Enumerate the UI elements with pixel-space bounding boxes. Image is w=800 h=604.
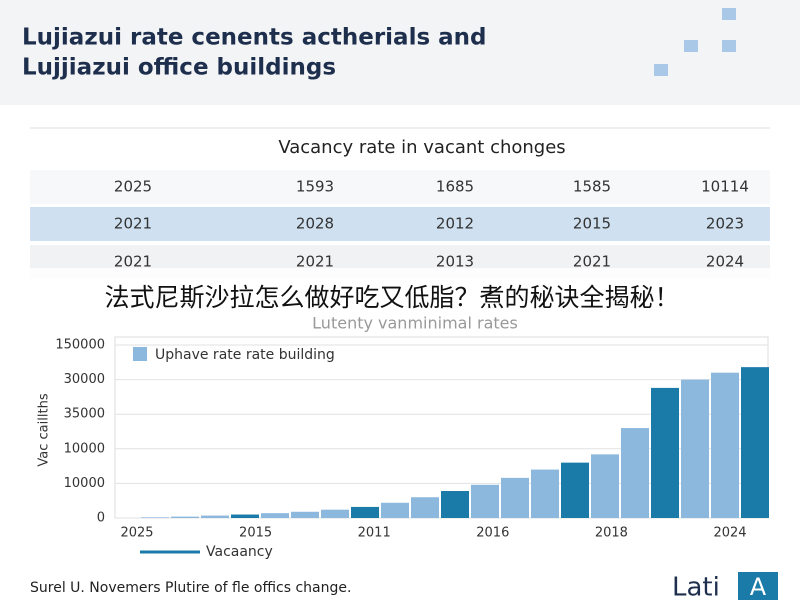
title-line: Lujjiazui office buildings xyxy=(22,55,336,81)
y-tick-label: 150000 xyxy=(55,338,105,353)
x-tick-label: 2025 xyxy=(120,526,153,541)
bar xyxy=(411,497,439,518)
table-cell: 2021 xyxy=(114,253,152,271)
chart-title: Lutenty vanminimal rates xyxy=(312,314,518,333)
table-row xyxy=(30,170,770,204)
logo-letter: A xyxy=(750,573,767,600)
table-cell: 10114 xyxy=(701,178,749,196)
deco xyxy=(684,40,698,52)
x-tick-label: 2024 xyxy=(713,526,746,541)
x-tick-label: 2015 xyxy=(239,526,272,541)
legend-swatch xyxy=(133,347,147,361)
bar xyxy=(591,454,619,518)
header-bg xyxy=(0,0,800,105)
table-cell: 2021 xyxy=(114,215,152,233)
table-cell: 2021 xyxy=(296,253,334,271)
bar xyxy=(531,469,559,518)
bar xyxy=(351,506,379,518)
legend-label: Vacaancy xyxy=(206,544,273,560)
bar xyxy=(471,484,499,518)
table-cell: 2013 xyxy=(436,253,474,271)
table-cell: 2015 xyxy=(573,215,611,233)
bar xyxy=(291,511,319,518)
table-cell: 1685 xyxy=(436,178,474,196)
chart: 0 10000 10000 35000 30000 150000 2025 2015 2011 2… xyxy=(55,336,769,560)
table-cell: 2023 xyxy=(706,215,744,233)
bar xyxy=(681,379,709,518)
bar xyxy=(201,515,229,518)
y-tick-label: 35000 xyxy=(64,407,105,422)
fade xyxy=(0,268,800,282)
deco xyxy=(654,64,668,76)
bar xyxy=(501,477,529,518)
bar xyxy=(381,502,409,518)
bar xyxy=(741,367,769,518)
y-tick-label: 10000 xyxy=(64,441,105,456)
logo-box xyxy=(738,572,778,600)
x-tick-label: 2018 xyxy=(595,526,628,541)
title-line: Lujiazui rate cenents actherials and xyxy=(22,25,487,51)
bar xyxy=(261,513,289,518)
y-label: Vac caillths xyxy=(37,393,52,466)
table-cell: 1585 xyxy=(573,178,611,196)
table-cell: 2024 xyxy=(706,253,744,271)
y-tick-label: 10000 xyxy=(64,476,105,491)
legend-label: Uphave rate rate building xyxy=(155,347,335,363)
source: Surel U. Novemers Plutire of fle offics … xyxy=(30,580,351,596)
bar xyxy=(141,517,169,518)
y-tick-label: 30000 xyxy=(64,372,105,387)
table-cell: 2012 xyxy=(436,215,474,233)
overlay-text: 法式尼斯沙拉怎么做好吃又低脂？煮的秘诀全揭秘！ xyxy=(104,283,679,312)
deco xyxy=(722,40,736,52)
x-tick-label: 2011 xyxy=(358,526,391,541)
bar xyxy=(231,514,259,518)
bar xyxy=(321,509,349,518)
bar xyxy=(171,516,199,518)
bar xyxy=(651,387,679,518)
table-title: Vacancy rate in vacant chonges xyxy=(278,137,565,158)
bar xyxy=(441,491,469,518)
deco xyxy=(722,8,736,20)
bar xyxy=(621,428,649,518)
table-cell: 2028 xyxy=(296,215,334,233)
table-cell: 2021 xyxy=(573,253,611,271)
table-row xyxy=(30,207,770,241)
y-tick-label: 0 xyxy=(97,511,105,526)
table: 2025 1593 1685 1585 10114 2021 2028 2012 2015 202… xyxy=(0,170,800,282)
bar xyxy=(561,462,589,518)
table-cell: 1593 xyxy=(296,178,334,196)
bar xyxy=(711,372,739,518)
logo: Lati xyxy=(672,573,720,601)
x-tick-label: 2016 xyxy=(476,526,509,541)
table-cell: 2025 xyxy=(114,178,152,196)
